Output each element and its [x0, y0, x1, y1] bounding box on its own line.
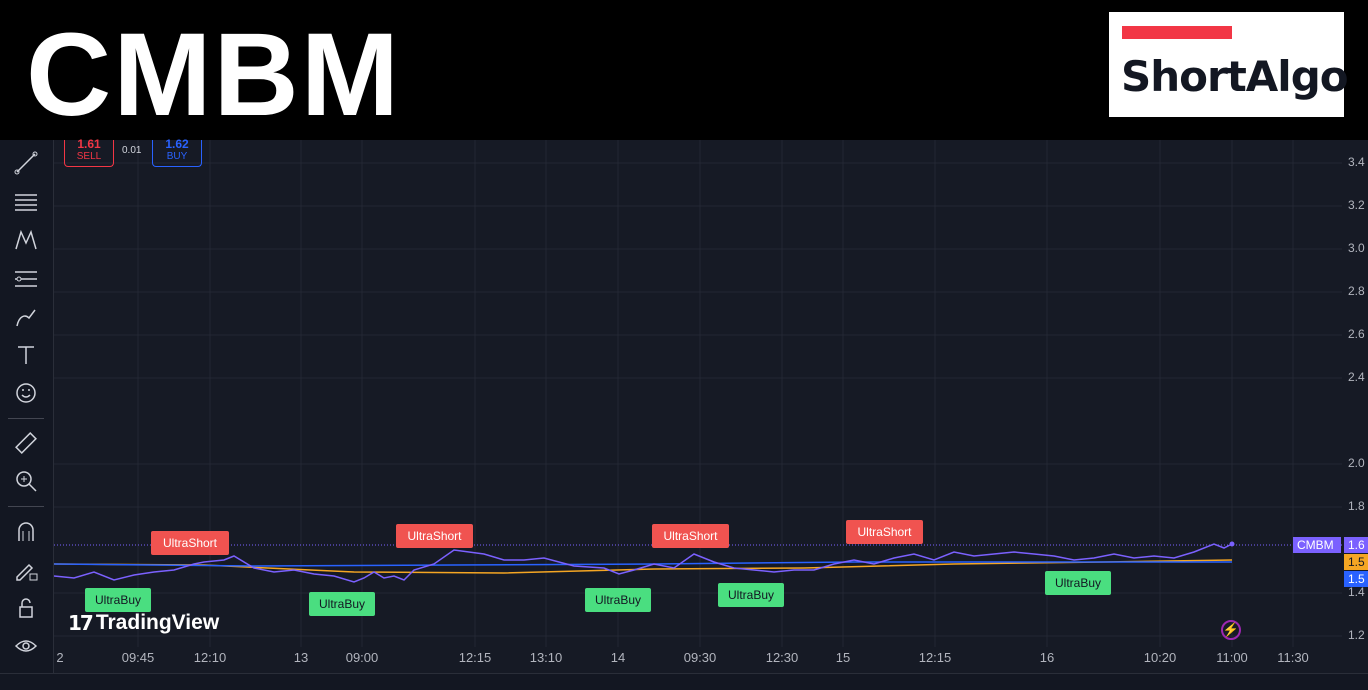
lock-draw-icon[interactable] — [9, 555, 43, 585]
time-tick-label: 13 — [293, 650, 309, 665]
price-tick-label: 3.4 — [1348, 155, 1365, 169]
fib-icon[interactable] — [9, 264, 43, 294]
orange-ma-badge: 1.5 — [1344, 554, 1368, 570]
sell-label: SELL — [76, 151, 102, 162]
ruler-icon[interactable] — [9, 428, 43, 458]
toolbar-separator — [8, 506, 44, 507]
sell-button[interactable]: 1.61 SELL — [64, 137, 114, 167]
header-banner: CMBM ShortAlgo — [0, 0, 1368, 140]
ultrashort-signal[interactable]: UltraShort — [652, 524, 729, 548]
bottom-toolbar — [0, 673, 1368, 690]
text-icon[interactable] — [9, 340, 43, 370]
time-tick-label: 11:00 — [1216, 650, 1248, 665]
time-tick-label: 12:15 — [918, 650, 952, 665]
time-tick-label: 2 — [56, 650, 64, 665]
time-tick-label: 09:00 — [345, 650, 379, 665]
horizontal-lines-icon[interactable] — [9, 187, 43, 217]
price-tick-label: 2.0 — [1348, 456, 1365, 470]
price-tick-label: 1.8 — [1348, 499, 1365, 513]
time-tick-label: 12:15 — [458, 650, 492, 665]
pattern-icon[interactable] — [9, 225, 43, 255]
ultrabuy-signal[interactable]: UltraBuy — [585, 588, 651, 612]
time-tick-label: 16 — [1039, 650, 1055, 665]
ultrabuy-signal[interactable]: UltraBuy — [1045, 571, 1111, 595]
price-tick-label: 3.0 — [1348, 241, 1365, 255]
ultrabuy-signal[interactable]: UltraBuy — [718, 583, 784, 607]
price-tick-label: 1.4 — [1348, 585, 1365, 599]
ultrabuy-signal[interactable]: UltraBuy — [309, 592, 375, 616]
chart-pane[interactable] — [54, 140, 1342, 650]
watermark-text: TradingView — [95, 611, 220, 634]
shortalgo-logo: ShortAlgo — [1109, 12, 1349, 117]
chart-canvas — [54, 140, 1342, 650]
logo-bar — [1122, 26, 1232, 39]
brush-icon[interactable] — [9, 302, 43, 332]
tradingview-logo-icon: 17 — [68, 611, 94, 635]
ticker-title: CMBM — [26, 9, 402, 141]
price-tick-label: 1.2 — [1348, 628, 1365, 642]
time-tick-label: 12:10 — [193, 650, 227, 665]
tradingview-watermark: 17 TradingView — [68, 611, 219, 635]
badge-symbol: CMBM — [1297, 538, 1334, 552]
moving-average-blue — [54, 561, 1232, 567]
time-tick-label: 09:30 — [683, 650, 717, 665]
buy-button[interactable]: 1.62 BUY — [152, 137, 202, 167]
ultrashort-signal[interactable]: UltraShort — [151, 531, 229, 555]
time-tick-label: 15 — [835, 650, 851, 665]
price-tick-label: 2.4 — [1348, 370, 1365, 384]
time-tick-label: 11:30 — [1277, 650, 1309, 665]
time-tick-label: 09:45 — [121, 650, 155, 665]
symbol-value-badge: 1.6 — [1344, 537, 1368, 553]
toolbar-separator — [8, 418, 44, 419]
price-tick-label: 2.6 — [1348, 327, 1365, 341]
price-line — [54, 543, 1233, 583]
zoom-icon[interactable] — [9, 466, 43, 496]
last-price-dot — [1229, 541, 1235, 547]
lightning-icon[interactable]: ⚡ — [1221, 620, 1241, 640]
lock-icon[interactable] — [9, 593, 43, 623]
trend-line-icon[interactable] — [9, 148, 43, 178]
time-axis[interactable] — [54, 647, 1368, 673]
logo-text: ShortAlgo — [1121, 52, 1349, 101]
time-tick-label: 10:20 — [1143, 650, 1177, 665]
ultrashort-signal[interactable]: UltraShort — [396, 524, 473, 548]
sell-price: 1.61 — [77, 137, 101, 151]
drawing-toolbar — [0, 140, 54, 689]
magnet-icon[interactable] — [9, 517, 43, 547]
symbol-price-badge: CMBM — [1293, 537, 1341, 553]
ultrashort-signal[interactable]: UltraShort — [846, 520, 923, 544]
time-tick-label: 12:30 — [765, 650, 799, 665]
time-tick-label: 14 — [610, 650, 626, 665]
eye-icon[interactable] — [9, 631, 43, 661]
blue-ma-badge: 1.5 — [1344, 571, 1368, 587]
price-tick-label: 2.8 — [1348, 284, 1365, 298]
emoji-icon[interactable] — [9, 378, 43, 408]
price-tick-label: 3.2 — [1348, 198, 1365, 212]
time-tick-label: 13:10 — [529, 650, 563, 665]
buy-price: 1.62 — [165, 137, 189, 151]
spread-value: 0.01 — [122, 145, 142, 156]
buy-label: BUY — [166, 151, 188, 162]
ultrabuy-signal[interactable]: UltraBuy — [85, 588, 151, 612]
